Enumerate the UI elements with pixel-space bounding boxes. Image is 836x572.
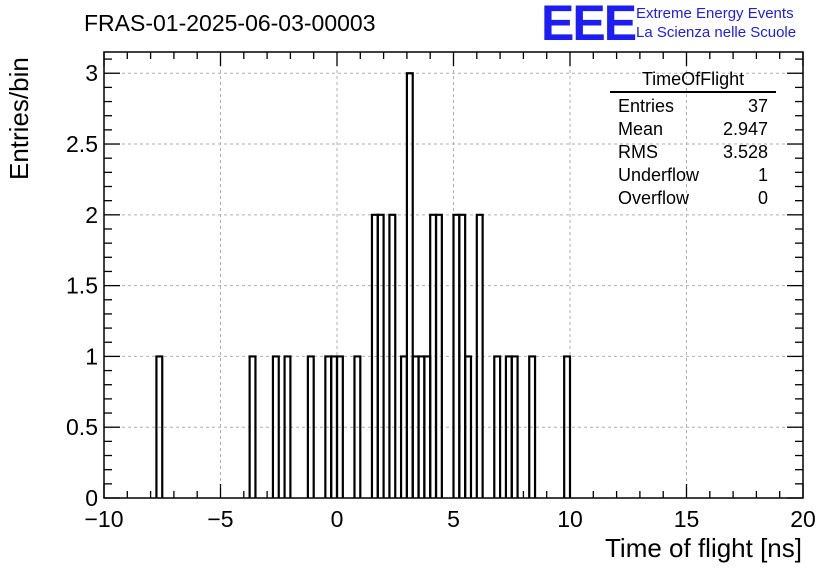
histogram-bin xyxy=(271,355,280,498)
histogram-bin xyxy=(388,213,397,498)
stats-name: TimeOfFlight xyxy=(610,68,776,93)
histogram-bin xyxy=(563,355,572,498)
y-tick-label: 1.5 xyxy=(66,273,98,299)
stats-row-overflow: Overflow 0 xyxy=(610,187,776,210)
run-title: FRAS-01-2025-06-03-00003 xyxy=(84,10,376,36)
eee-line-1: Extreme Energy Events xyxy=(636,5,794,22)
stats-row-rms: RMS 3.528 xyxy=(610,141,776,164)
histogram-bin xyxy=(155,355,164,498)
eee-logo: EEE xyxy=(541,0,637,51)
histogram-bin xyxy=(376,213,385,498)
histogram-bin xyxy=(493,355,502,498)
histogram-bin xyxy=(248,355,257,498)
histogram-bars xyxy=(155,72,572,498)
y-tick-label: 0 xyxy=(85,485,98,511)
grid xyxy=(104,52,803,498)
x-tick-label: 20 xyxy=(790,506,816,532)
x-axis-label: Time of flight [ns] xyxy=(605,533,802,563)
eee-logo-text: Extreme Energy Events La Scienza nelle S… xyxy=(636,4,796,42)
y-tick-label: 1 xyxy=(85,343,98,369)
stats-label: Underflow xyxy=(618,165,700,185)
histogram-bin xyxy=(353,355,362,498)
stats-label: Mean xyxy=(618,119,664,139)
stats-row-entries: Entries 37 xyxy=(610,95,776,118)
histogram-bin xyxy=(283,355,292,498)
histogram-bin xyxy=(335,355,344,498)
histogram-bin xyxy=(306,355,315,498)
y-axis-label: Entries/bin xyxy=(4,57,34,180)
stats-label: Overflow xyxy=(618,188,690,208)
stats-value: 2.947 xyxy=(722,119,768,139)
stats-box: TimeOfFlight Entries 37 Mean 2.947 RMS 3… xyxy=(610,68,776,210)
x-tick-label: 5 xyxy=(447,506,460,532)
x-tick-label: −5 xyxy=(207,506,233,532)
histogram-bin xyxy=(528,355,537,498)
stats-value: 37 xyxy=(747,96,768,116)
y-tick-label: 3 xyxy=(85,60,98,86)
y-tick-label: 2.5 xyxy=(66,131,98,157)
stats-row-underflow: Underflow 1 xyxy=(610,164,776,187)
x-tick-label: 15 xyxy=(674,506,700,532)
stats-row-mean: Mean 2.947 xyxy=(610,118,776,141)
x-tick-label: 10 xyxy=(557,506,583,532)
stats-label: Entries xyxy=(618,96,675,116)
histogram-bin xyxy=(434,213,443,498)
histogram-bin xyxy=(405,72,414,498)
stats-value: 0 xyxy=(757,188,768,208)
stats-value: 3.528 xyxy=(722,142,768,162)
histogram-bin xyxy=(510,355,519,498)
stats-label: RMS xyxy=(618,142,658,162)
x-tick-label: −10 xyxy=(84,506,123,532)
x-tick-label: 0 xyxy=(331,506,344,532)
histogram-bin xyxy=(475,213,484,498)
histogram-bin xyxy=(464,355,473,498)
eee-line-2: La Scienza nelle Scuole xyxy=(636,24,797,41)
stats-value: 1 xyxy=(757,165,768,185)
y-tick-label: 0.5 xyxy=(66,414,98,440)
y-tick-label: 2 xyxy=(85,202,98,228)
